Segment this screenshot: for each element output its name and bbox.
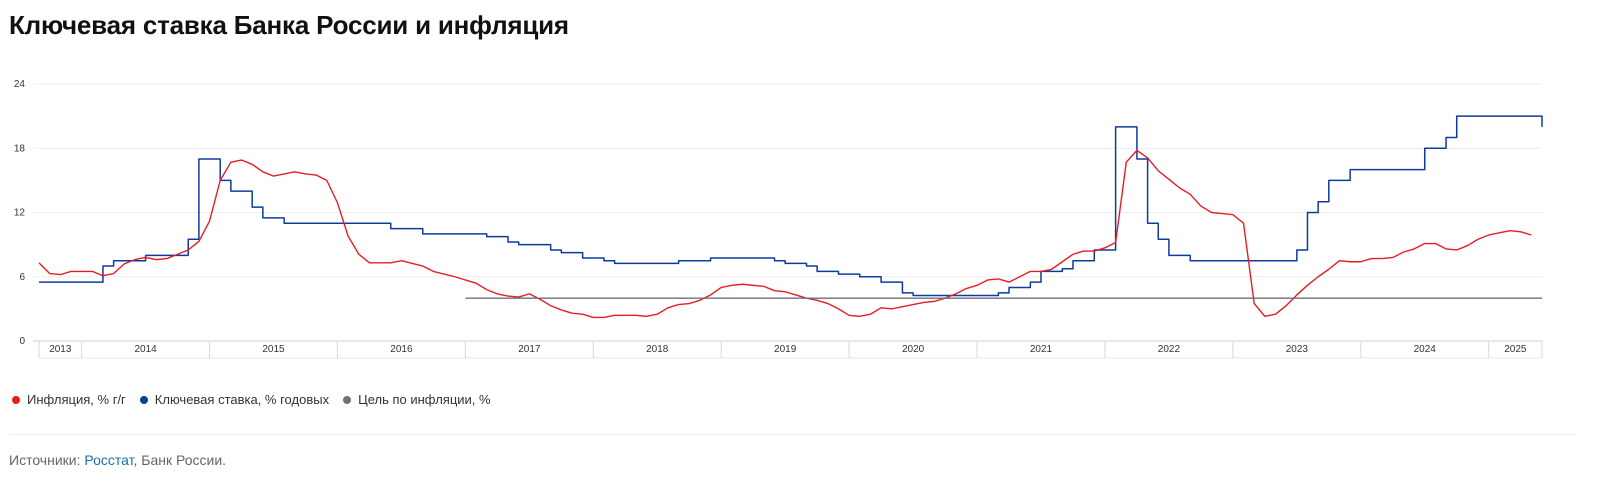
legend: Инфляция, % г/г Ключевая ставка, % годов… — [12, 392, 491, 407]
x-tick-label: 2021 — [1030, 344, 1053, 355]
x-tick-label: 2016 — [390, 344, 413, 355]
legend-label-target: Цель по инфляции, % — [358, 392, 491, 407]
sources: Источники: Росстат, Банк России. — [9, 452, 226, 468]
chart-title: Ключевая ставка Банка России и инфляция — [9, 10, 569, 40]
x-tick-label: 2013 — [49, 344, 72, 355]
x-tick-label: 2018 — [646, 344, 669, 355]
x-tick-label: 2017 — [518, 344, 541, 355]
x-tick-label: 2020 — [902, 344, 925, 355]
x-tick-label: 2019 — [774, 344, 797, 355]
legend-dot-key-rate — [139, 395, 148, 404]
x-tick-label: 2015 — [262, 344, 285, 355]
x-tick-label: 2024 — [1414, 344, 1437, 355]
x-tick-label: 2023 — [1286, 344, 1309, 355]
source-link-rosstat[interactable]: Росстат — [84, 452, 134, 468]
y-tick-label: 6 — [19, 272, 25, 283]
x-tick-label: 2025 — [1504, 344, 1527, 355]
y-tick-label: 18 — [14, 143, 26, 154]
series-line-key-rate — [39, 115, 1543, 297]
sources-suffix: , Банк России. — [133, 452, 227, 468]
y-tick-label: 12 — [14, 208, 26, 219]
sources-prefix: Источники: — [9, 452, 85, 468]
legend-item-inflation[interactable]: Инфляция, % г/г — [12, 392, 126, 407]
legend-dot-target — [343, 395, 352, 404]
x-tick-label: 2014 — [134, 344, 157, 355]
y-tick-label: 0 — [19, 336, 25, 347]
legend-item-target[interactable]: Цель по инфляции, % — [343, 392, 491, 407]
y-tick-label: 24 — [14, 79, 26, 90]
x-tick-label: 2022 — [1158, 344, 1181, 355]
legend-label-key-rate: Ключевая ставка, % годовых — [154, 392, 330, 407]
series-line-inflation — [38, 149, 1532, 319]
legend-label-inflation: Инфляция, % г/г — [27, 392, 126, 407]
legend-dot-inflation — [12, 395, 20, 404]
legend-item-key-rate[interactable]: Ключевая ставка, % годовых — [139, 392, 330, 407]
divider — [9, 434, 1576, 435]
chart-svg: 0 6 12 18 24 2013 2014 2015 2016 2017 2018 2019 2020… — [14, 79, 1543, 359]
